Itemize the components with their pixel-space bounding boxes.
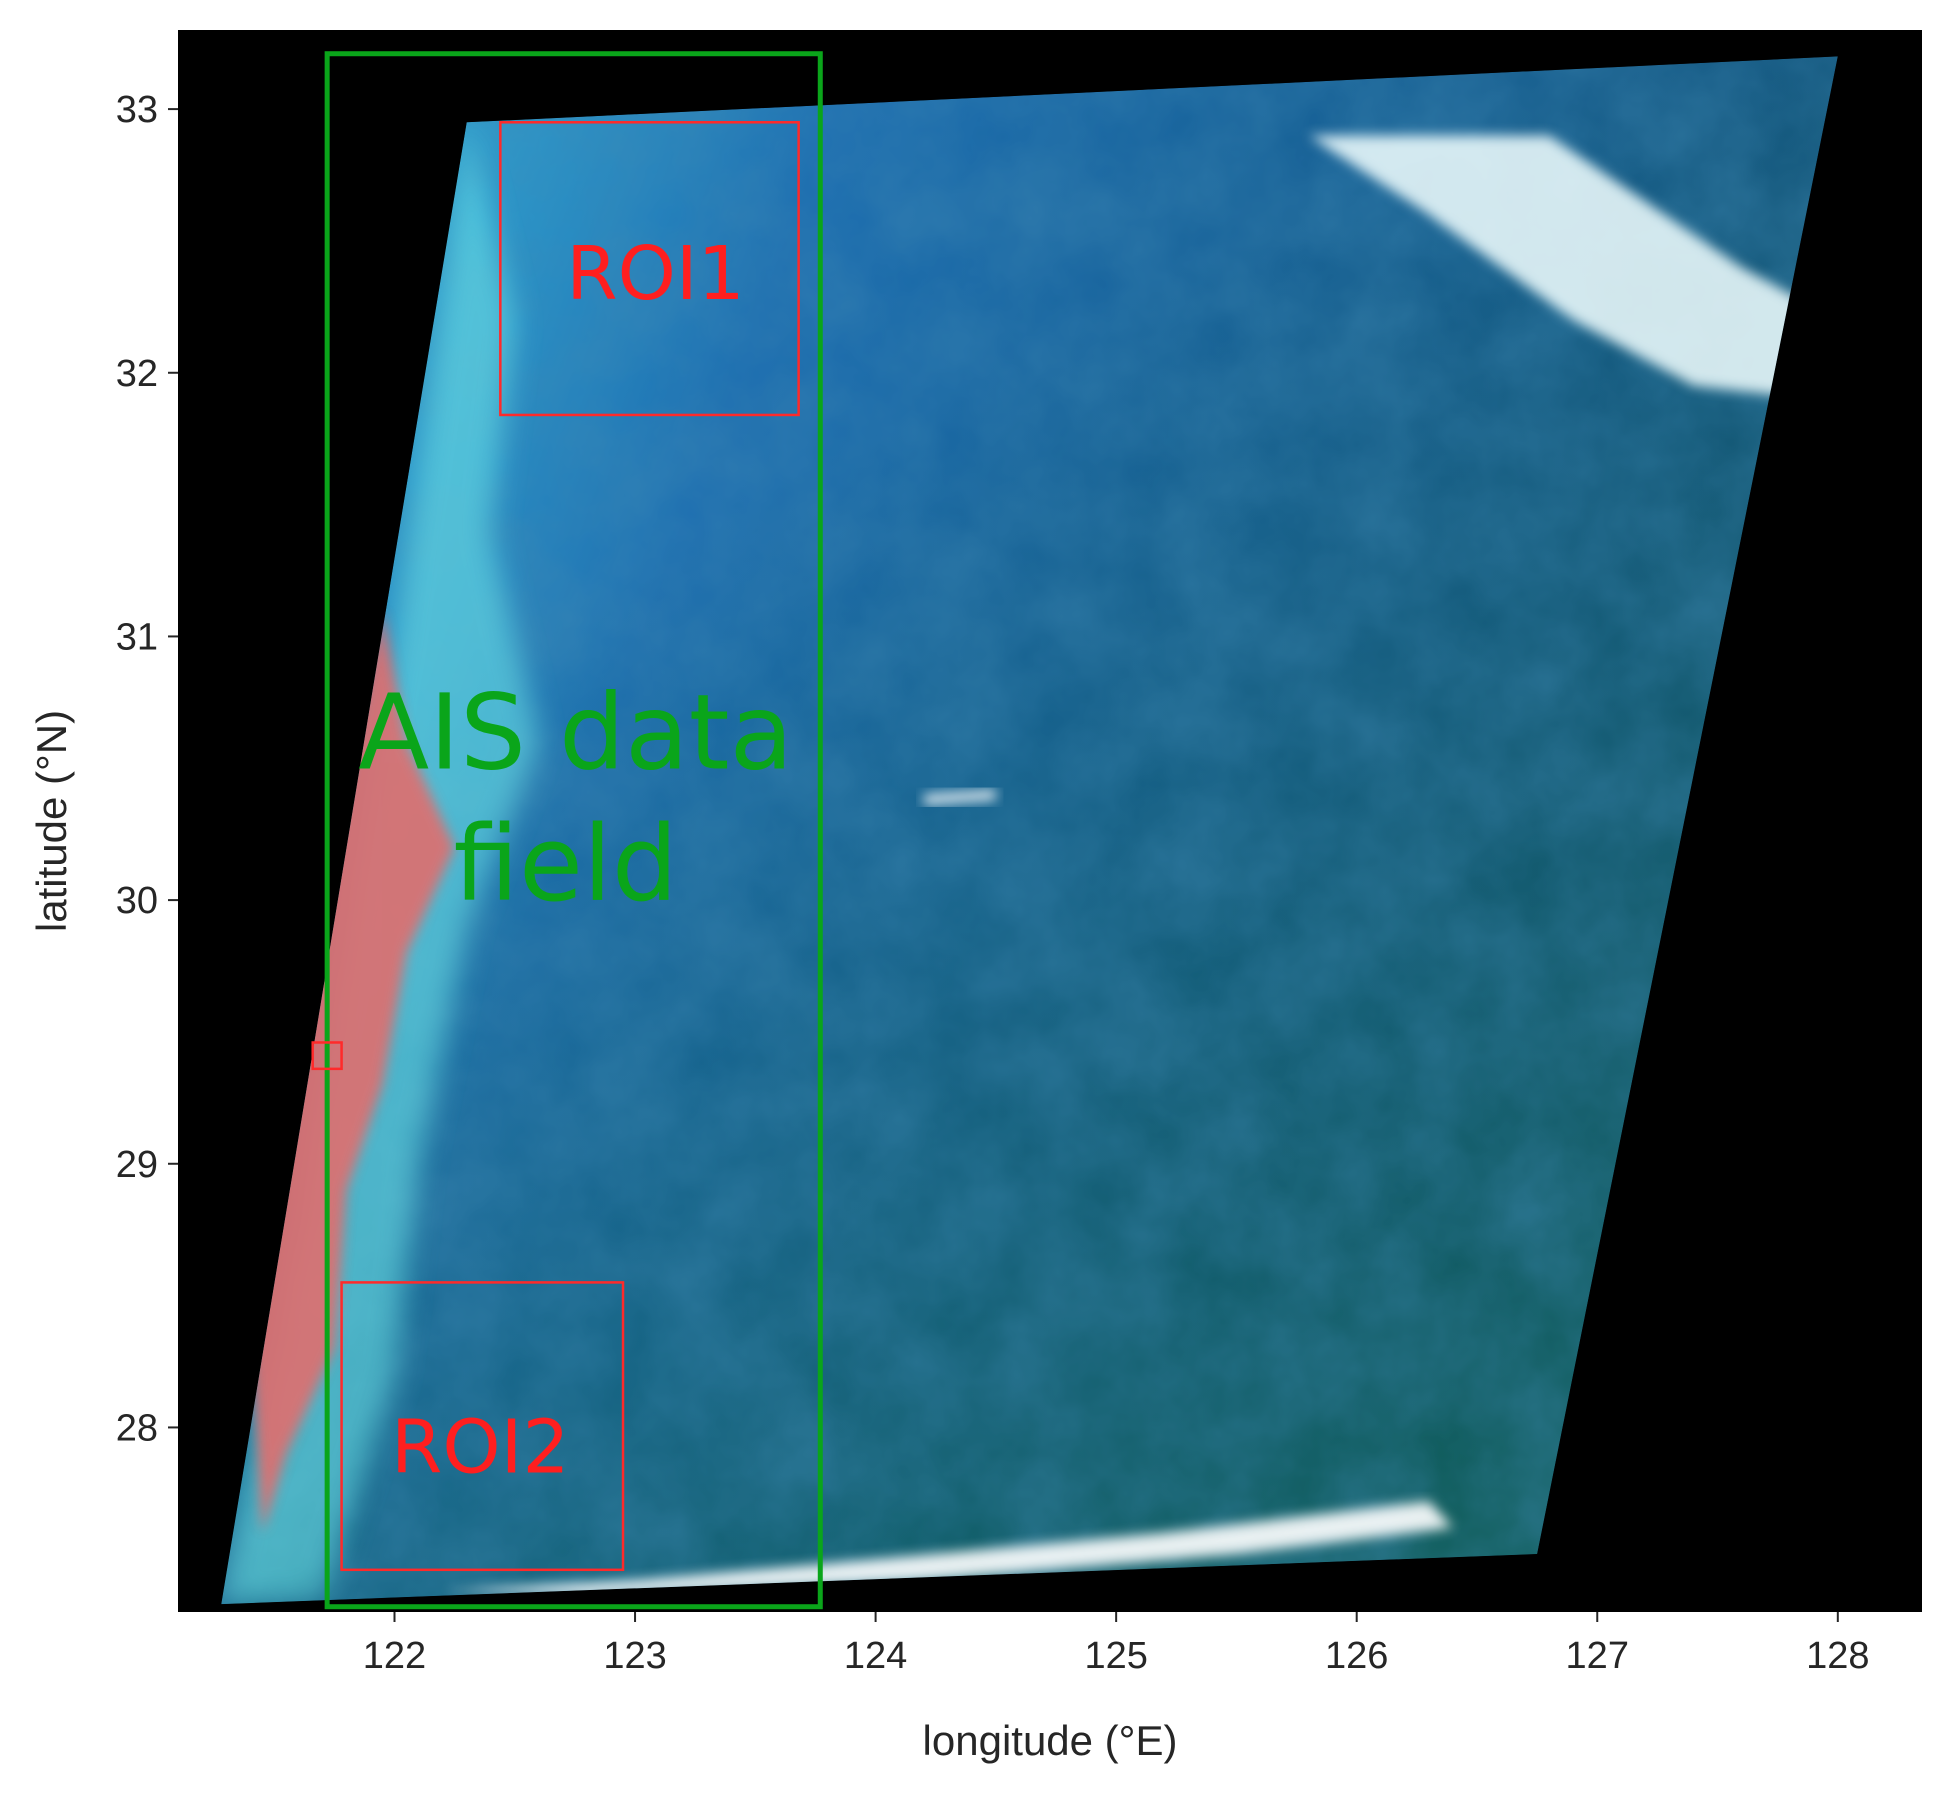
small-marker-box <box>311 1041 343 1071</box>
x-tick-label: 128 <box>1806 1635 1869 1677</box>
ais-label-line1: AIS data <box>358 671 793 793</box>
roi2-box <box>340 1281 625 1572</box>
roi1-label: ROI1 <box>566 231 745 317</box>
roi2-label: ROI2 <box>391 1404 570 1490</box>
x-tick-label: 126 <box>1325 1635 1388 1677</box>
x-tick-label: 125 <box>1084 1635 1147 1677</box>
y-tick-label: 28 <box>116 1407 158 1449</box>
y-tick-label: 29 <box>116 1144 158 1186</box>
y-axis-title: latitude (°N) <box>28 710 75 932</box>
y-tick-label: 33 <box>116 89 158 131</box>
x-axis-ticks: 122 123 124 125 126 127 128 <box>363 1612 1870 1677</box>
y-tick-label: 30 <box>116 880 158 922</box>
x-tick-label: 127 <box>1566 1635 1629 1677</box>
y-axis-ticks: 28 29 30 31 32 33 <box>116 89 178 1449</box>
roi1-box <box>499 121 800 417</box>
satellite-scene <box>221 56 1838 1605</box>
ais-label-line2: field <box>454 803 678 925</box>
x-tick-label: 123 <box>603 1635 666 1677</box>
land-area <box>250 610 455 1533</box>
x-tick-label: 124 <box>844 1635 907 1677</box>
y-tick-label: 31 <box>116 616 158 658</box>
x-tick-label: 122 <box>363 1635 426 1677</box>
cloud-band-northeast <box>1308 135 1838 400</box>
x-axis-title: longitude (°E) <box>923 1717 1178 1764</box>
cloud-streak <box>923 789 996 806</box>
ais-data-field-box <box>324 51 823 1610</box>
y-tick-label: 32 <box>116 353 158 395</box>
